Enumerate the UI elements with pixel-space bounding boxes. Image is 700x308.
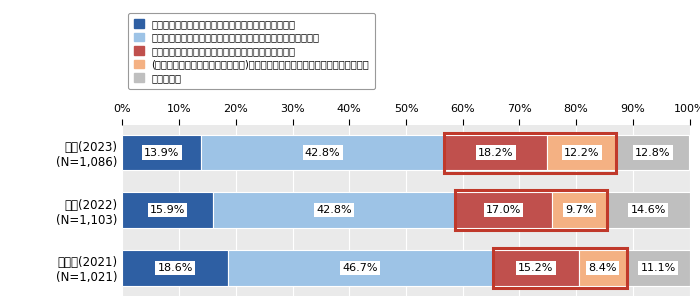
Text: 46.7%: 46.7%	[342, 263, 378, 273]
Text: 42.8%: 42.8%	[304, 148, 340, 158]
Text: 18.6%: 18.6%	[158, 263, 193, 273]
Text: 15.9%: 15.9%	[150, 205, 186, 215]
Bar	[626, 250, 690, 286]
Bar	[455, 192, 552, 228]
Text: 15.2%: 15.2%	[518, 263, 554, 273]
Bar	[579, 250, 626, 286]
Text: 12.2%: 12.2%	[564, 148, 599, 158]
Text: 17.0%: 17.0%	[486, 205, 522, 215]
Legend: 連絡があれば就業時間外であっても対応したいと思う, できれば対応したくないが、対応するのはやむを得ないと思う, 対応したくないし、連絡があっても対応しないと思う: 連絡があれば就業時間外であっても対応したいと思う, できれば対応したくないが、対…	[127, 13, 375, 89]
Text: 42.8%: 42.8%	[316, 205, 352, 215]
Bar	[122, 250, 228, 286]
Text: 14.6%: 14.6%	[631, 205, 666, 215]
Bar	[547, 135, 617, 171]
Bar	[213, 192, 455, 228]
Bar	[552, 192, 607, 228]
Bar	[202, 135, 444, 171]
Bar	[444, 135, 547, 171]
Text: 13.9%: 13.9%	[144, 148, 180, 158]
Bar	[122, 135, 202, 171]
Bar	[493, 250, 579, 286]
Text: 18.2%: 18.2%	[478, 148, 513, 158]
Bar	[617, 135, 689, 171]
Bar	[607, 192, 690, 228]
Text: 9.7%: 9.7%	[565, 205, 594, 215]
Bar	[228, 250, 493, 286]
Text: 11.1%: 11.1%	[640, 263, 676, 273]
Bar	[122, 192, 213, 228]
Text: 12.8%: 12.8%	[635, 148, 671, 158]
Text: 8.4%: 8.4%	[589, 263, 617, 273]
